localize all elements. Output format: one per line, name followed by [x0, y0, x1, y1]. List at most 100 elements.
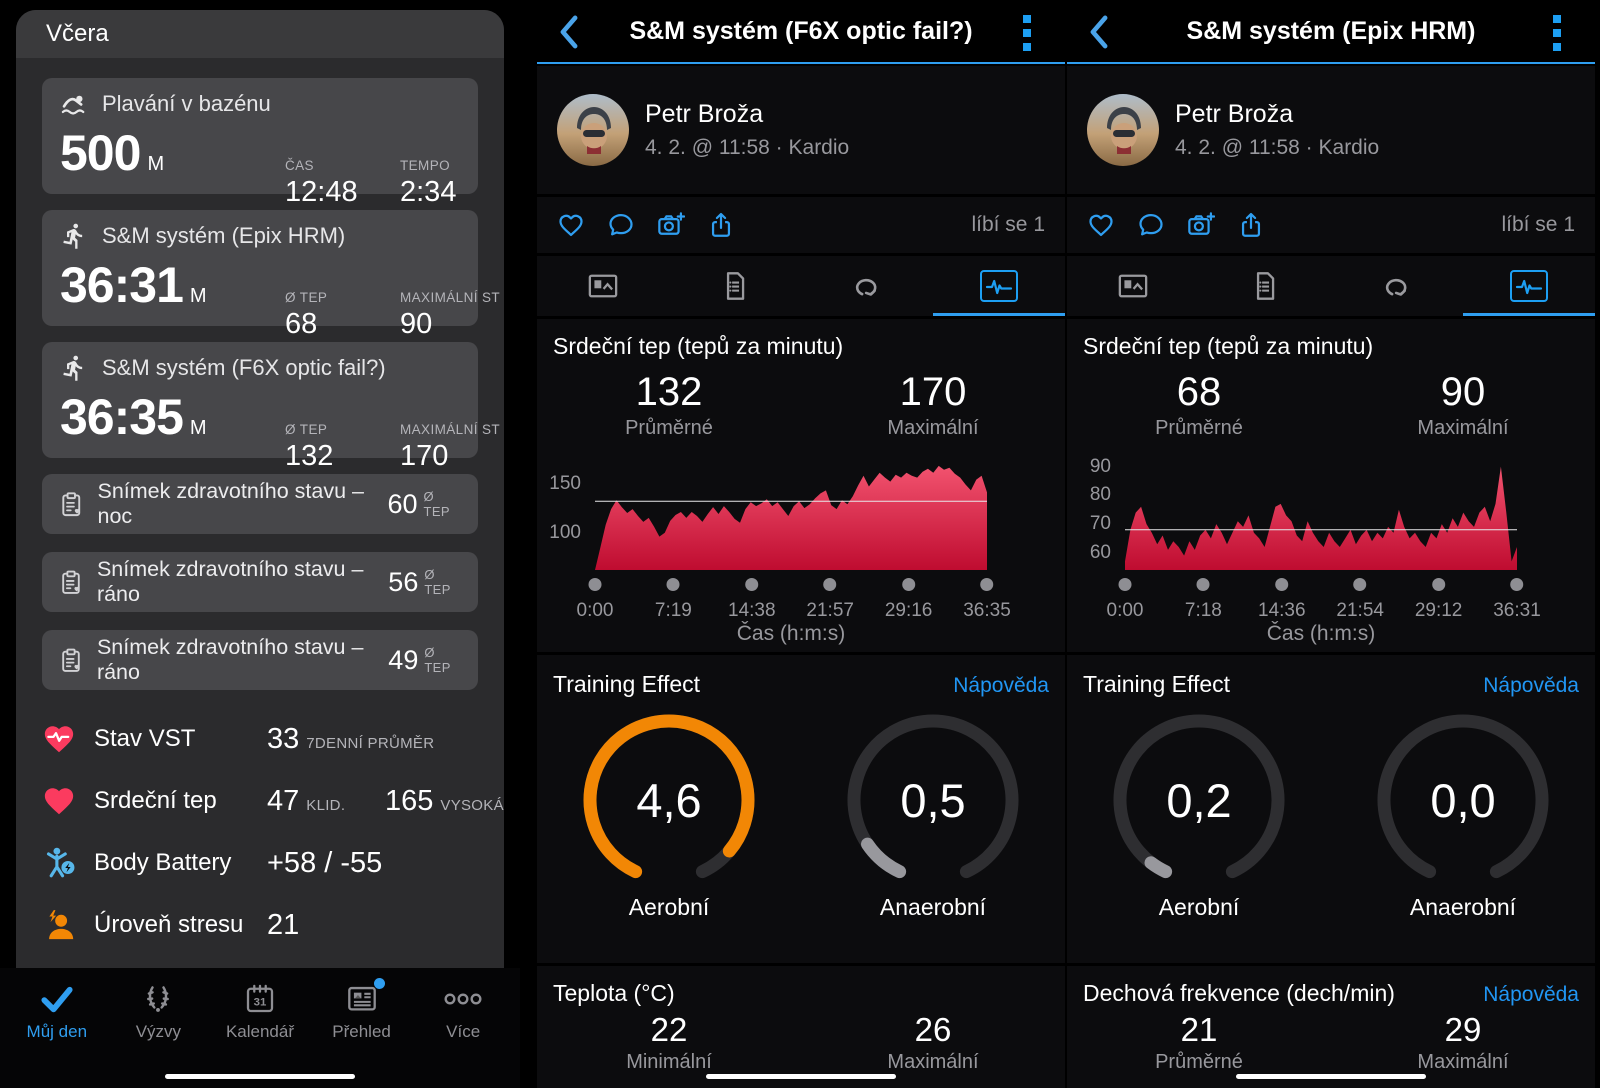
stat-value-2: 165	[385, 784, 434, 817]
stat-label: Body Battery	[94, 849, 232, 876]
heart-rate-section: Srdeční tep (tepů za minutu) 68 Průměrné …	[1067, 319, 1595, 652]
home-indicator[interactable]	[1236, 1074, 1426, 1079]
detail-header: S&M systém (F6X optic fail?)	[537, 0, 1065, 64]
likes-count[interactable]: líbí se 1	[1501, 213, 1575, 236]
camera-icon[interactable]	[657, 211, 685, 239]
run-icon	[63, 355, 83, 381]
snapshot-unit: Ø TEP	[424, 645, 451, 675]
activity-detail-epix: S&M systém (Epix HRM) Petr Broža 4. 2	[1067, 0, 1595, 1088]
avg-value: 21	[1180, 1011, 1218, 1048]
chart-title: Srdeční tep (tepů za minutu)	[1083, 333, 1374, 359]
hr-max-value: 170	[899, 370, 967, 414]
tab-media[interactable]	[1067, 256, 1199, 316]
stat-row-heart-rate[interactable]: Srdeční tep 47 KLID. 165 VYSOKÁ	[42, 770, 504, 832]
max-value: 26	[914, 1011, 952, 1048]
tab-stats-selected[interactable]	[933, 256, 1065, 316]
snapshot-value: 56	[388, 566, 419, 597]
nav-news-feed[interactable]: Přehled	[314, 968, 410, 1088]
training-effect-section: Training Effect Nápověda 4,6 Aerobní 0,5	[537, 655, 1065, 963]
likes-count[interactable]: líbí se 1	[971, 213, 1045, 236]
avg-caption: Průměrné	[1155, 1051, 1243, 1073]
heart-rate-section: Srdeční tep (tepů za minutu) 132 Průměrné…	[537, 319, 1065, 652]
body-battery-icon	[46, 847, 75, 878]
stat-row-stress[interactable]: Úroveň stresu 21	[42, 894, 478, 956]
stat-label: Stav VST	[94, 725, 196, 752]
gauge-value: 4,6	[636, 773, 702, 827]
stat-row-hrv[interactable]: Stav VST 33 7DENNÍ PRŮMĚR	[42, 708, 478, 770]
anaerobic-gauge: 0,0 Anaerobní	[1331, 704, 1595, 921]
comment-icon[interactable]	[607, 211, 635, 239]
stat-value: +58 / -55	[267, 846, 383, 879]
tab-stats-selected[interactable]	[1463, 256, 1595, 316]
hr-max-caption: Maximální	[887, 417, 979, 439]
training-effect-title: Training Effect	[1083, 671, 1231, 697]
like-icon[interactable]	[1087, 211, 1115, 239]
activity-card-swim[interactable]: Plavání v bazénu 500 M ČAS 12:48 TEMPO 2:34	[42, 78, 478, 208]
more-icon	[444, 993, 482, 1005]
activity-unit: M	[189, 417, 207, 439]
stat-caption: KLID.	[306, 796, 346, 814]
tab-media[interactable]	[537, 256, 669, 316]
activity-card-run-epix[interactable]: S&M systém (Epix HRM) 36:31 M Ø TEP 68 MAX…	[42, 210, 500, 340]
back-icon[interactable]	[553, 14, 587, 50]
snapshot-value: 60	[387, 488, 418, 519]
selected-tab-underline	[1463, 313, 1595, 316]
kebab-menu-icon[interactable]	[1553, 15, 1563, 51]
stat-caption-2: VYSOKÁ	[440, 796, 504, 814]
clipboard-icon	[62, 648, 80, 672]
temperature-section: Teplota (°C) 22 Minimální 26 Maximální	[537, 966, 1065, 1088]
swim-icon	[61, 95, 85, 115]
metric-value: 132	[285, 440, 334, 472]
camera-icon[interactable]	[1187, 211, 1215, 239]
training-effect-title: Training Effect	[553, 671, 701, 697]
activity-value: 36:35	[60, 389, 184, 445]
share-icon[interactable]	[707, 211, 735, 239]
chart-tab-icon	[980, 270, 1018, 302]
stat-row-body-battery[interactable]: Body Battery +58 / -55	[42, 832, 478, 894]
tab-notes[interactable]	[669, 256, 801, 316]
tab-laps[interactable]	[1331, 256, 1463, 316]
share-icon[interactable]	[1237, 211, 1265, 239]
hr-average-value: 132	[635, 370, 703, 414]
heart-rate-chart[interactable]	[595, 458, 987, 570]
health-snapshot-night[interactable]: Snímek zdravotního stavu – noc 60 Ø TEP	[42, 474, 478, 534]
aerobic-gauge: 0,2 Aerobní	[1067, 704, 1331, 921]
heart-rate-chart[interactable]	[1125, 458, 1517, 570]
detail-tabs	[537, 256, 1065, 316]
calendar-icon: 31	[246, 984, 274, 1013]
profile-row[interactable]: Petr Broža 4. 2. @ 11:58 · Kardio	[537, 66, 1065, 194]
help-link[interactable]: Nápověda	[953, 674, 1049, 697]
nav-more[interactable]: Více	[415, 968, 511, 1088]
health-snapshot-morning-1[interactable]: Snímek zdravotního stavu – ráno 56 Ø TEP	[42, 552, 478, 612]
nav-challenges[interactable]: Výzvy	[110, 968, 206, 1088]
home-indicator[interactable]	[706, 1074, 896, 1079]
snapshot-unit: Ø TEP	[423, 489, 450, 519]
tab-laps[interactable]	[801, 256, 933, 316]
tab-notes[interactable]	[1199, 256, 1331, 316]
stress-icon	[49, 910, 74, 940]
like-icon[interactable]	[557, 211, 585, 239]
help-link[interactable]: Nápověda	[1483, 983, 1579, 1006]
back-icon[interactable]	[1083, 14, 1117, 50]
comment-icon[interactable]	[1137, 211, 1165, 239]
hr-average-caption: Průměrné	[1155, 417, 1243, 439]
hr-average-caption: Průměrné	[625, 417, 713, 439]
y-axis-labels: 150 100	[549, 472, 581, 543]
nav-calendar[interactable]: 31 Kalendář	[212, 968, 308, 1088]
action-bar: líbí se 1	[537, 197, 1065, 253]
run-icon	[63, 223, 83, 249]
activity-meta: 4. 2. @ 11:58 · Kardio	[1175, 136, 1380, 159]
kebab-menu-icon[interactable]	[1023, 15, 1033, 51]
profile-row[interactable]: Petr Broža 4. 2. @ 11:58 · Kardio	[1067, 66, 1595, 194]
user-name: Petr Broža	[1175, 100, 1294, 128]
health-snapshot-morning-2[interactable]: Snímek zdravotního stavu – ráno 49 Ø TEP	[42, 630, 478, 690]
activity-detail-f6x: S&M systém (F6X optic fail?) Petr Broža	[537, 0, 1065, 1088]
stat-value: 21	[267, 908, 300, 941]
gauge-label: Anaerobní	[1409, 894, 1517, 920]
activity-card-run-f6x[interactable]: S&M systém (F6X optic fail?) 36:35 M Ø TE…	[42, 342, 500, 472]
home-indicator[interactable]	[165, 1074, 355, 1079]
nav-my-day[interactable]: Můj den	[9, 968, 105, 1088]
snapshot-title: Snímek zdravotního stavu – ráno	[96, 557, 364, 606]
x-axis-ticks: 0:00 7:19 14:38 21:57 29:16 36:35	[577, 570, 1011, 621]
help-link[interactable]: Nápověda	[1483, 674, 1579, 697]
